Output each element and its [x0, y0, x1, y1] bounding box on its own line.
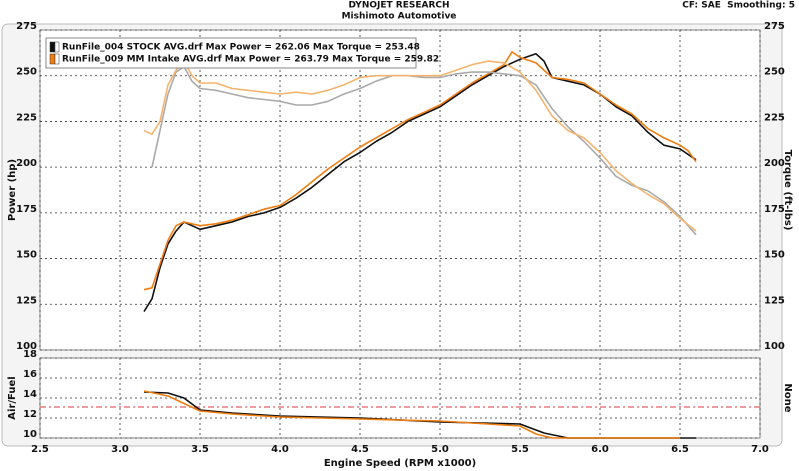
- y-tick-label: 14: [23, 389, 37, 400]
- top-plot: [39, 29, 761, 351]
- y-tick-label: 16: [23, 369, 37, 380]
- x-tick-label: 6.5: [671, 444, 689, 455]
- x-tick-label: 4.5: [351, 444, 369, 455]
- y2-label: None: [782, 383, 793, 412]
- y-tick-label: 125: [16, 295, 37, 306]
- y2-label: Torque (ft-lbs): [782, 150, 793, 231]
- y2-tick-label: 175: [764, 204, 785, 215]
- y-label: Power (hp): [7, 159, 18, 221]
- y-tick-label: 225: [16, 112, 37, 123]
- series-line: [143, 391, 696, 439]
- legend-box: [45, 37, 417, 69]
- x-tick-label: 4.0: [271, 444, 289, 455]
- legend-swatch: [54, 41, 60, 53]
- series-line: [143, 390, 680, 439]
- settings: CF: SAE Smoothing: 5: [682, 1, 795, 11]
- legend-swatch: [54, 53, 60, 65]
- legend-label: RunFile_009 MM Intake AVG.drf Max Power …: [62, 55, 439, 65]
- y2-tick-label: 150: [764, 250, 785, 261]
- legend-swatch: [49, 41, 56, 53]
- x-tick-label: 2.5: [31, 444, 49, 455]
- series-line: [143, 60, 697, 232]
- x-tick-label: 3.5: [191, 444, 209, 455]
- y-tick-label: 175: [16, 204, 37, 215]
- x-tick-label: 6.0: [591, 444, 609, 455]
- y-tick-label: 18: [23, 349, 37, 360]
- y-tick-label: 275: [16, 21, 37, 32]
- legend-label: RunFile_004 STOCK AVG.drf Max Power = 26…: [62, 43, 420, 53]
- x-tick-label: 5.5: [511, 444, 529, 455]
- y2-tick-label: 250: [764, 67, 785, 78]
- y-label: Air/Fuel: [7, 376, 18, 419]
- y-tick-label: 10: [23, 429, 37, 440]
- legend-swatch: [49, 53, 56, 65]
- y2-tick-label: 200: [764, 158, 785, 169]
- x-tick-label: 5.0: [431, 444, 449, 455]
- title: DYNOJET RESEARCH: [348, 1, 449, 11]
- y2-tick-label: 275: [764, 21, 785, 32]
- y2-tick-label: 125: [764, 295, 785, 306]
- y-tick-label: 250: [16, 67, 37, 78]
- y-tick-label: 100: [16, 341, 37, 352]
- x-label: Engine Speed (RPM x1000): [324, 458, 476, 469]
- y-tick-label: 150: [16, 250, 37, 261]
- y2-tick-label: 100: [764, 341, 785, 352]
- series-line: [143, 51, 697, 291]
- subtitle: Mishimoto Automotive: [342, 12, 457, 22]
- y-tick-label: 200: [16, 158, 37, 169]
- y-tick-label: 12: [23, 409, 37, 420]
- x-tick-label: 7.0: [751, 444, 769, 455]
- y2-tick-label: 225: [764, 112, 785, 123]
- x-tick-label: 3.0: [111, 444, 129, 455]
